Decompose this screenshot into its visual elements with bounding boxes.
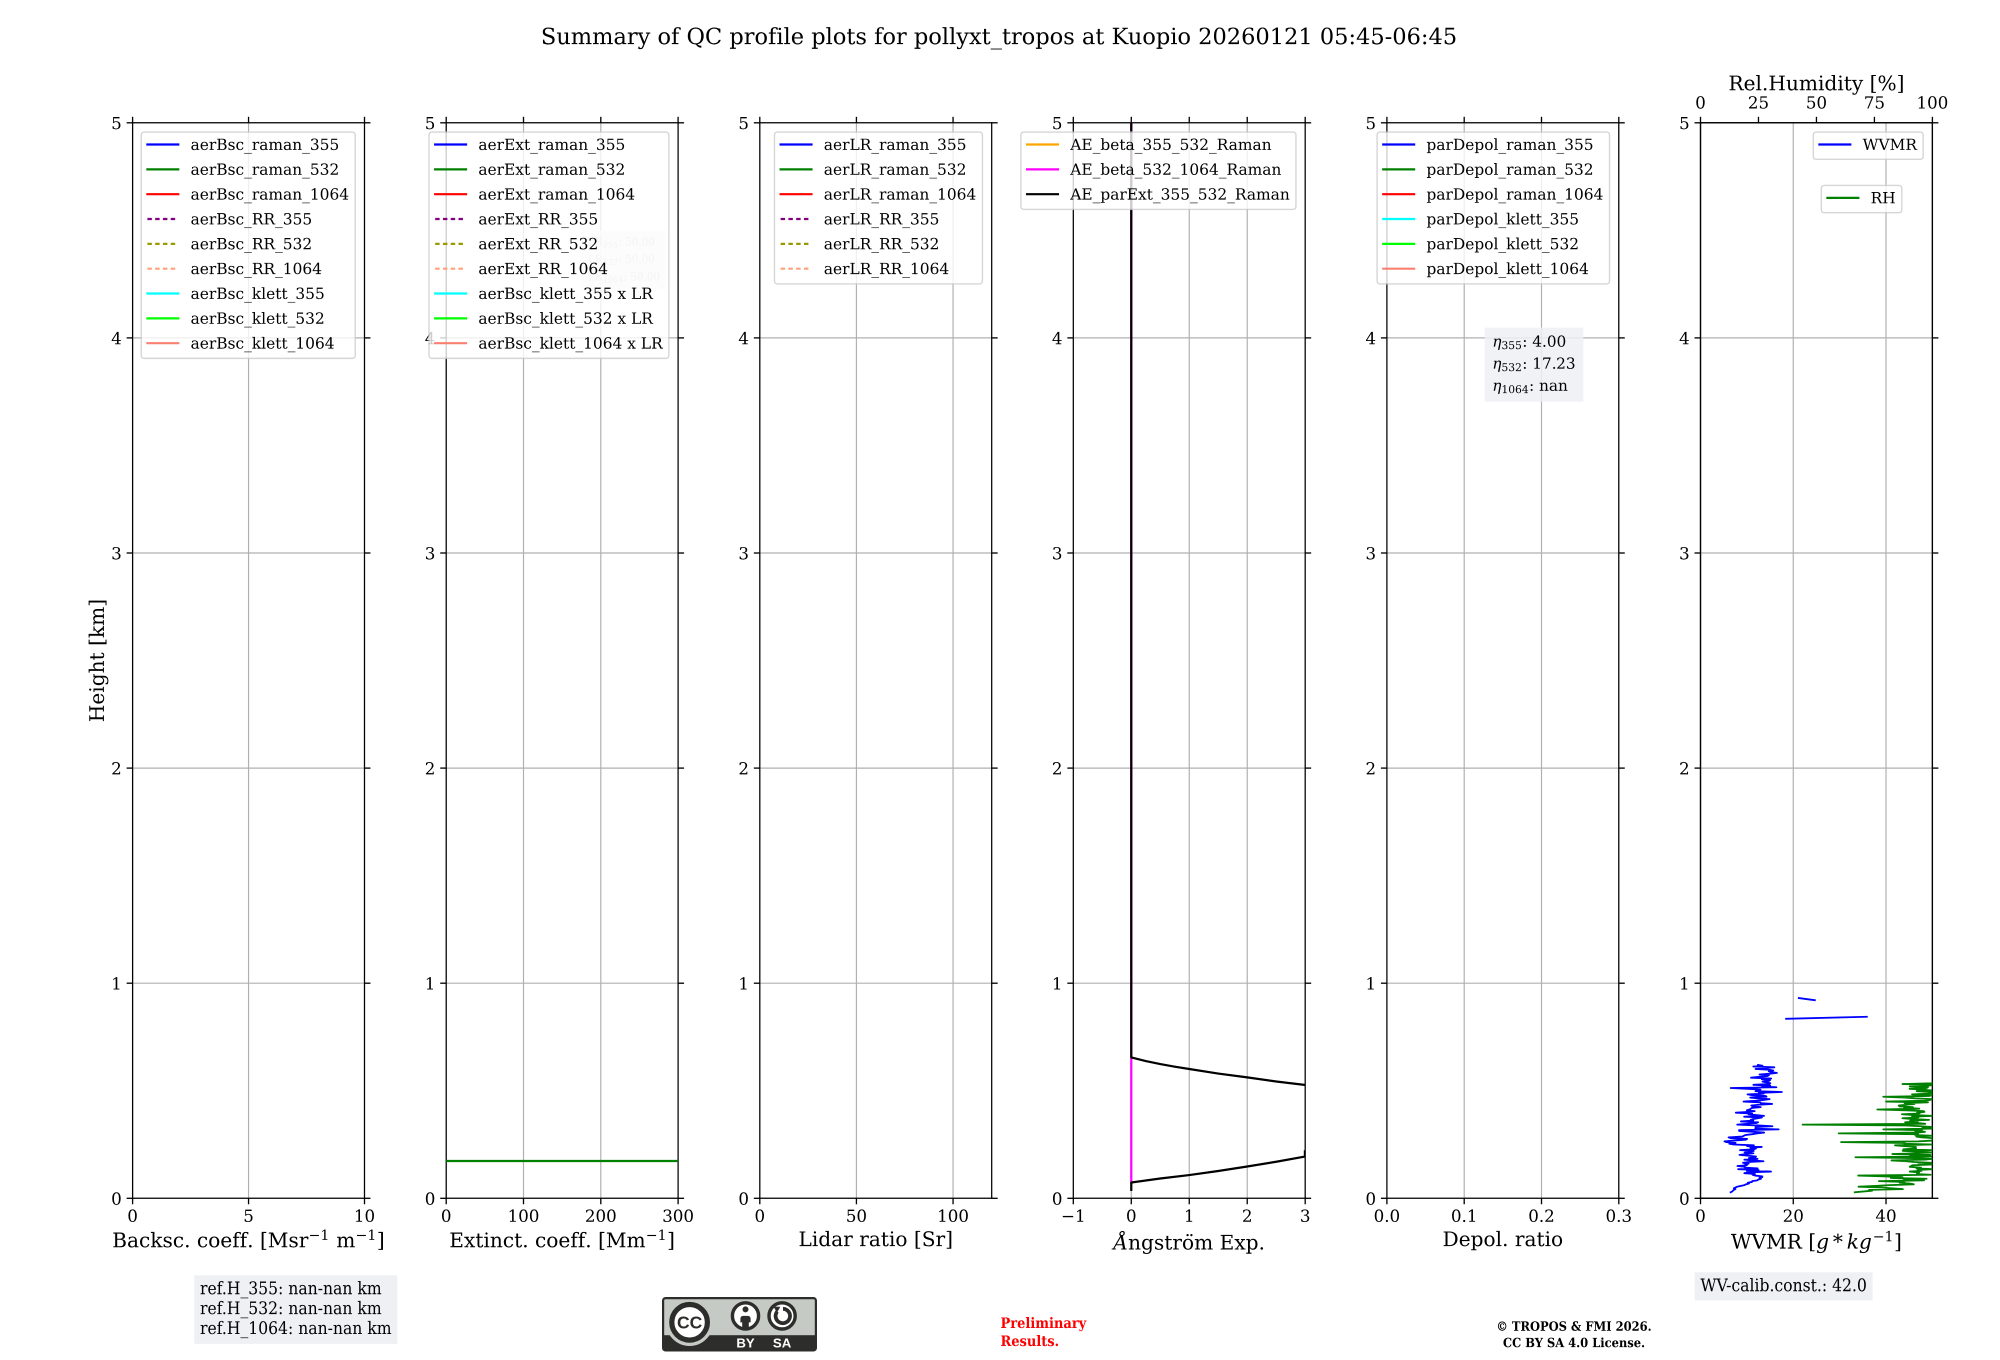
svg-text:SA: SA: [773, 1335, 792, 1350]
svg-text:CC: CC: [677, 1312, 703, 1332]
svg-text:BY: BY: [736, 1335, 755, 1350]
